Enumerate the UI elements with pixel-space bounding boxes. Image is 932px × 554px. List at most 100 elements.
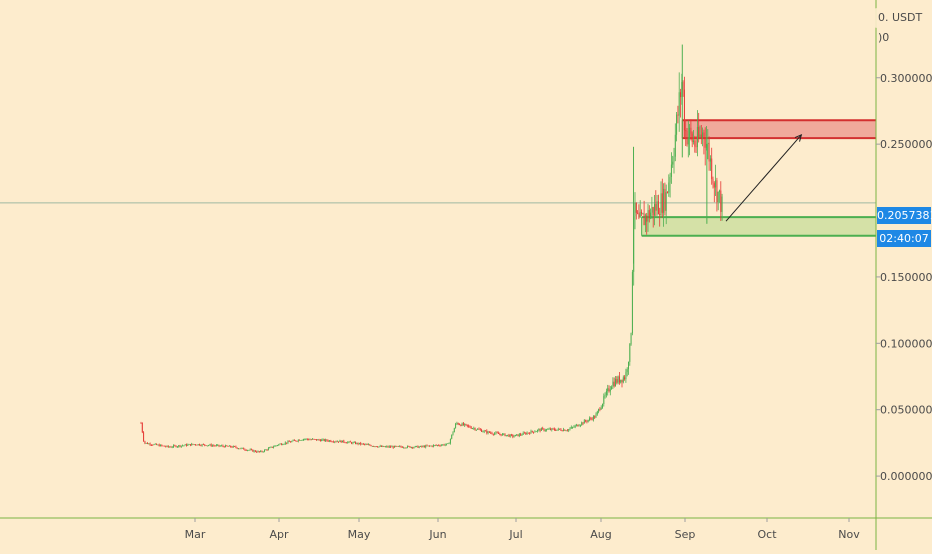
- candle-body: [514, 434, 516, 437]
- candle-body: [461, 423, 463, 426]
- candle-body: [695, 146, 697, 148]
- candle-body: [592, 416, 594, 420]
- candle-body: [512, 434, 514, 437]
- candle-body: [507, 434, 509, 436]
- projection-arrow-head: [794, 133, 803, 142]
- candle-body: [670, 164, 672, 177]
- candle-body: [400, 446, 402, 447]
- x-tick-label: May: [348, 528, 371, 541]
- candle-body: [527, 432, 529, 434]
- x-tick-label: Sep: [675, 528, 696, 541]
- candle-body: [232, 446, 234, 448]
- x-tick-label: Oct: [757, 528, 777, 541]
- candle-body: [209, 444, 211, 446]
- candle-body: [600, 407, 602, 410]
- candle-body: [552, 428, 554, 430]
- candle-body: [323, 439, 325, 441]
- candle-body: [431, 445, 433, 447]
- candle-body: [699, 134, 701, 137]
- candle-body: [368, 444, 369, 446]
- candle-body: [573, 426, 575, 428]
- candle-body: [279, 443, 281, 445]
- candle-body: [388, 446, 390, 448]
- candle-body: [720, 190, 722, 212]
- candle-body: [655, 204, 657, 211]
- y-tick-label: 0.0000000: [880, 470, 932, 483]
- candle-body: [678, 92, 680, 116]
- candle-body: [241, 447, 243, 449]
- candle-body: [174, 445, 176, 447]
- candle-body: [486, 430, 488, 434]
- candle-body: [329, 440, 330, 442]
- candle-body: [683, 89, 685, 131]
- candle-body: [330, 440, 332, 442]
- candle-body: [340, 440, 342, 443]
- candle-body: [417, 445, 419, 448]
- candle-body: [306, 438, 308, 440]
- candle-body: [538, 429, 540, 431]
- candle-body: [423, 446, 425, 448]
- candle-body: [404, 447, 406, 449]
- candle-body: [574, 425, 576, 427]
- candle-body: [187, 444, 189, 446]
- candle-body: [347, 442, 349, 443]
- candle-body: [240, 447, 242, 449]
- candle-body: [165, 446, 167, 448]
- candle-body: [395, 445, 397, 447]
- candle-body: [642, 213, 644, 215]
- candle-body: [297, 439, 299, 442]
- candle-body: [664, 188, 666, 211]
- candle-body: [208, 445, 210, 447]
- candle-body: [566, 430, 568, 432]
- candle-body: [680, 92, 681, 98]
- candle-body: [264, 449, 265, 452]
- candle-body: [530, 430, 532, 434]
- candle-body: [481, 429, 483, 432]
- candle-body: [364, 443, 366, 445]
- candle-body: [349, 441, 351, 443]
- candle-body: [249, 449, 251, 451]
- candle-body: [429, 445, 431, 447]
- candle-body: [221, 445, 223, 447]
- candle-body: [282, 444, 284, 446]
- candle-body: [455, 423, 457, 429]
- candle-body: [335, 441, 337, 443]
- currency-label[interactable]: 0. USDT )0: [874, 8, 926, 44]
- candle-body: [464, 424, 466, 426]
- candle-body: [200, 445, 202, 447]
- candle-body: [542, 428, 544, 430]
- candle-body: [656, 201, 658, 211]
- candle-body: [659, 214, 661, 215]
- candle-body: [644, 215, 646, 226]
- candle-body: [721, 196, 723, 212]
- candle-body: [488, 431, 490, 433]
- candle-body: [449, 438, 451, 444]
- candle-body: [595, 414, 597, 418]
- candle-body: [227, 446, 229, 447]
- candle-body: [576, 424, 577, 426]
- candle-body: [410, 447, 412, 448]
- candle-body: [407, 446, 408, 448]
- candle-body: [243, 447, 245, 450]
- candle-body: [654, 204, 655, 216]
- candle-body: [589, 418, 590, 420]
- candle-body: [316, 439, 317, 441]
- candle-body: [308, 439, 310, 441]
- candle-body: [245, 449, 247, 451]
- candle-body: [444, 444, 446, 446]
- candle-body: [689, 127, 691, 138]
- candle-body: [179, 445, 181, 447]
- candle-body: [563, 429, 564, 431]
- candle-body: [257, 451, 259, 453]
- candle-body: [356, 442, 358, 444]
- candle-body: [500, 434, 502, 436]
- candle-body: [682, 82, 684, 90]
- candle-body: [369, 444, 371, 446]
- candle-body: [535, 431, 537, 433]
- candle-body: [418, 446, 420, 448]
- candle-body: [598, 409, 600, 412]
- candle-body: [234, 446, 236, 447]
